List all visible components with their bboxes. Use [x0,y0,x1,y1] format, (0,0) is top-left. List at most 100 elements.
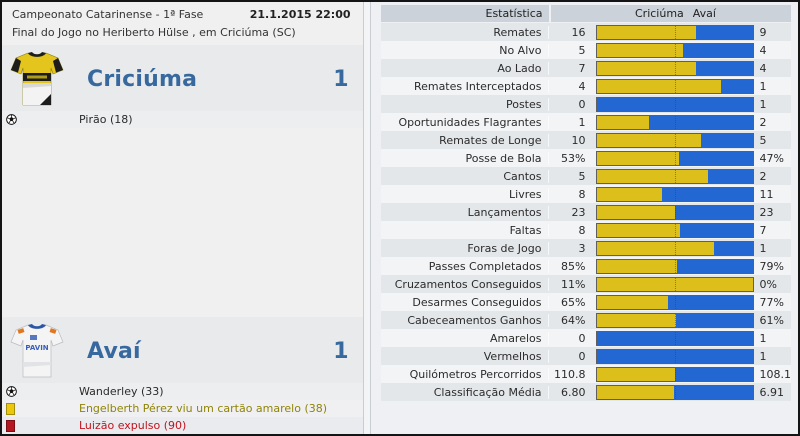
stat-label: No Alvo [381,43,549,57]
stat-label: Amarelos [381,331,549,345]
goal-ball-icon [6,114,17,125]
stat-away-value: 1 [759,241,767,255]
home-team-name[interactable]: Criciúma [87,66,198,92]
stat-bar-home-fill [596,79,722,93]
stat-bar [595,258,754,274]
stat-row: Classificação Média 6.80 6.91 [380,383,791,401]
stat-row: Remates 16 9 [380,23,791,41]
stat-bar-midline [674,187,676,201]
stat-label: Livres [381,187,549,201]
stat-away-value: 77% [759,295,784,309]
stat-bar-midline [674,313,676,327]
stat-row: Vermelhos 0 1 [380,347,791,365]
stat-away-value: 23 [759,205,774,219]
stat-bar [595,276,754,292]
stat-home-value: 65% [561,295,586,309]
stat-home-value: 7 [578,61,586,75]
stats-header-label: Estatística [380,5,549,22]
stat-bar-home-fill [596,367,676,381]
stat-away-value: 108.1 [759,367,792,381]
stat-home-value: 85% [561,259,586,273]
home-kit-icon [10,52,64,106]
stat-away-value: 7 [759,223,767,237]
match-summary-panel: Campeonato Catarinense - 1ª Fase 21.1.20… [2,2,363,434]
stats-header-teams: Criciúma Avaí [550,5,791,22]
stat-label: Cruzamentos Conseguidos [381,277,549,291]
stat-label: Cabeceamentos Ganhos [381,313,549,327]
stat-bar [595,114,754,130]
home-scorers-text: Pirão (18) [79,113,133,126]
stat-away-value: 1 [759,97,767,111]
stat-away-value: 47% [759,151,784,165]
stat-home-value: 10 [571,133,586,147]
stat-row: No Alvo 5 4 [380,41,791,59]
stat-bar-home-fill [596,43,684,57]
stat-label: Faltas [381,223,549,237]
away-scorers-row[interactable]: Wanderley (33) [2,383,363,400]
stat-bar-home-fill [596,295,668,309]
stat-bar [595,168,754,184]
stat-bar-midline [674,241,676,255]
stat-bar [595,294,754,310]
goal-ball-icon [6,386,17,397]
stat-bar-midline [674,115,676,129]
stat-away-value: 2 [759,115,767,129]
stat-home-value: 5 [578,43,586,57]
stat-bar [595,150,754,166]
stat-bar-home-fill [596,241,714,255]
yellow-card-event-row[interactable]: Engelberth Pérez viu um cartão amarelo (… [2,400,363,417]
stat-label: Ao Lado [381,61,549,75]
stat-bar [595,222,754,238]
stat-bar-midline [674,79,676,93]
panel-splitter[interactable] [362,2,371,434]
stat-home-value: 8 [578,187,586,201]
stat-label: Cantos [381,169,549,183]
stat-bar-midline [674,331,676,345]
panel-spacer [2,128,363,317]
stat-bar-home-fill [596,205,675,219]
stat-bar-home-fill [596,259,678,273]
stat-bar-midline [674,169,676,183]
stat-row: Passes Completados 85% 79% [380,257,791,275]
stat-home-value: 23 [571,205,586,219]
stat-row: Ao Lado 7 4 [380,59,791,77]
stat-away-value: 11 [759,187,774,201]
stat-bar [595,204,754,220]
stat-home-value: 5 [578,169,586,183]
svg-text:PAVIN: PAVIN [25,344,48,352]
red-card-event-row[interactable]: Luizão expulso (90) [2,417,363,434]
away-scorers-text: Wanderley (33) [79,385,164,398]
stat-row: Cabeceamentos Ganhos 64% 61% [380,311,791,329]
stat-row: Lançamentos 23 23 [380,203,791,221]
stat-label: Classificação Média [381,385,549,399]
home-scorers-row[interactable]: Pirão (18) [2,111,363,128]
red-card-event-text: Luizão expulso (90) [79,419,187,432]
away-team-name[interactable]: Avaí [87,338,141,364]
stat-home-value: 53% [561,151,586,165]
stat-row: Amarelos 0 1 [380,329,791,347]
stats-header: Estatística Criciúma Avaí [380,5,791,22]
stat-bar-midline [674,277,676,291]
stat-label: Passes Completados [381,259,549,273]
yellow-card-icon [6,402,15,415]
stat-bar [595,348,754,364]
stat-label: Oportunidades Flagrantes [381,115,549,129]
stat-label: Remates [381,25,549,39]
stat-home-value: 4 [578,79,586,93]
stat-bar-home-fill [596,223,680,237]
stat-away-value: 4 [759,61,767,75]
stat-row: Cantos 5 2 [380,167,791,185]
stat-bar-midline [674,223,676,237]
stat-bar-midline [674,295,676,309]
match-datetime: 21.1.2015 22:00 [249,8,351,21]
stat-home-value: 3 [578,241,586,255]
stat-bar-home-fill [596,151,680,165]
stat-row: Faltas 8 7 [380,221,791,239]
stat-row: Foras de Jogo 3 1 [380,239,791,257]
away-kit-icon: PAVIN [10,324,64,378]
stat-bar-midline [674,97,676,111]
stat-bar [595,78,754,94]
stat-bar-home-fill [596,115,649,129]
home-team-block: Criciúma 1 Pirão (18) [2,45,363,128]
